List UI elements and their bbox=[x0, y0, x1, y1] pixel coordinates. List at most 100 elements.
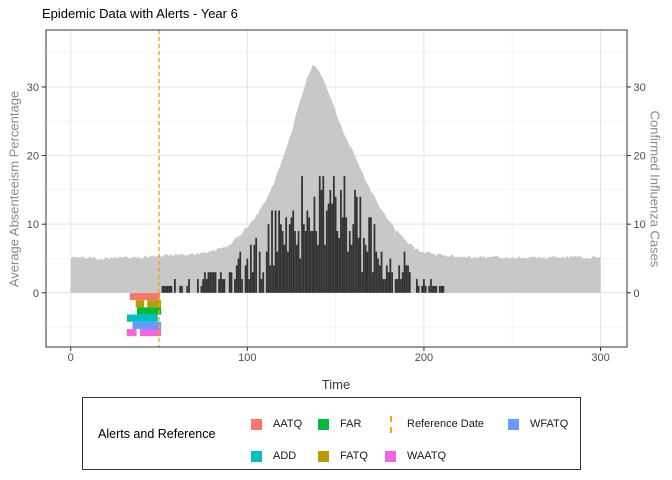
influenza-bar bbox=[428, 285, 431, 293]
legend-key-fatq bbox=[318, 450, 329, 462]
influenza-bar bbox=[350, 244, 353, 293]
legend-key-wfatq bbox=[508, 418, 519, 430]
influenza-bar bbox=[377, 258, 379, 293]
influenza-bar bbox=[324, 244, 326, 293]
influenza-bar bbox=[237, 258, 240, 293]
influenza-bar bbox=[170, 285, 173, 293]
influenza-bar bbox=[424, 285, 427, 293]
influenza-bar bbox=[362, 237, 365, 293]
alert-run-fatq bbox=[147, 300, 162, 308]
influenza-bar bbox=[269, 265, 272, 293]
alert-run-far bbox=[136, 307, 162, 315]
influenza-bar bbox=[359, 196, 362, 293]
influenza-bar bbox=[391, 272, 394, 293]
influenza-bar bbox=[380, 251, 383, 293]
influenza-bar bbox=[166, 285, 169, 293]
influenza-bar bbox=[325, 210, 328, 293]
alert-run-waatq bbox=[126, 328, 137, 337]
influenza-bar bbox=[223, 279, 226, 293]
influenza-bar bbox=[271, 210, 273, 293]
legend-item-wfatq: WFATQ bbox=[508, 415, 568, 433]
influenza-bar bbox=[431, 285, 434, 293]
influenza-bar bbox=[234, 279, 236, 293]
influenza-bar bbox=[235, 265, 238, 293]
influenza-bar bbox=[279, 224, 282, 293]
influenza-bar bbox=[239, 251, 242, 293]
influenza-bar bbox=[212, 272, 215, 293]
influenza-bar bbox=[400, 279, 402, 293]
influenza-bar bbox=[228, 272, 231, 293]
influenza-bar bbox=[389, 258, 392, 293]
alert-run-add bbox=[126, 314, 158, 322]
influenza-bar bbox=[440, 285, 443, 293]
influenza-bar bbox=[230, 272, 233, 293]
influenza-bar bbox=[322, 176, 325, 293]
legend-label-wfatq: WFATQ bbox=[530, 418, 569, 430]
influenza-bar bbox=[276, 251, 279, 293]
influenza-bar bbox=[329, 189, 332, 293]
influenza-bar bbox=[331, 203, 333, 293]
influenza-bar bbox=[396, 279, 399, 293]
influenza-bar bbox=[246, 258, 249, 293]
influenza-bar bbox=[373, 224, 376, 293]
influenza-bar bbox=[219, 272, 222, 293]
influenza-bar bbox=[378, 265, 381, 293]
influenza-bar bbox=[204, 272, 206, 293]
influenza-bar bbox=[338, 237, 341, 293]
y-axis-title-right: Confirmed Influenza Cases bbox=[647, 110, 663, 268]
influenza-bar bbox=[165, 285, 167, 293]
influenza-bar bbox=[334, 196, 337, 293]
influenza-bar bbox=[295, 244, 298, 293]
influenza-bar bbox=[375, 251, 378, 293]
x-tick-label: 200 bbox=[415, 352, 433, 364]
influenza-bar bbox=[310, 231, 312, 293]
influenza-bar bbox=[318, 176, 321, 293]
influenza-bar bbox=[355, 196, 358, 293]
influenza-bar bbox=[348, 231, 351, 293]
influenza-bar bbox=[272, 265, 275, 293]
legend-item-fatq: FATQ bbox=[318, 447, 368, 465]
influenza-bar bbox=[357, 237, 360, 293]
reference-date-dashed-line-icon bbox=[390, 415, 392, 433]
x-axis-title: Time bbox=[321, 377, 351, 392]
influenza-bar bbox=[186, 285, 189, 293]
influenza-bar bbox=[168, 285, 171, 293]
legend-title: Alerts and Reference bbox=[98, 426, 216, 441]
legend-key-far bbox=[318, 418, 329, 430]
y-axis-title-left: Average Absenteeism Percentage bbox=[6, 90, 22, 288]
influenza-bar bbox=[306, 210, 309, 293]
influenza-bar bbox=[202, 279, 205, 293]
influenza-bar bbox=[398, 265, 401, 293]
influenza-bar bbox=[209, 272, 212, 293]
influenza-bar bbox=[430, 279, 432, 293]
influenza-bar bbox=[407, 265, 409, 293]
influenza-bar bbox=[368, 217, 371, 293]
influenza-bar bbox=[327, 203, 330, 293]
influenza-bar bbox=[311, 231, 314, 293]
panel-border bbox=[45, 29, 628, 348]
influenza-bar bbox=[304, 231, 307, 293]
influenza-bar bbox=[290, 217, 293, 293]
legend-item-add: ADD bbox=[251, 447, 296, 465]
influenza-bar bbox=[251, 272, 254, 293]
y-left-tick-label: 30 bbox=[27, 82, 39, 94]
legend-item-reference-date: Reference Date bbox=[385, 415, 484, 433]
influenza-bar bbox=[442, 285, 445, 293]
influenza-bar bbox=[433, 285, 436, 293]
alert-run-wfatq bbox=[132, 321, 162, 329]
legend-item-far: FAR bbox=[318, 415, 361, 433]
influenza-bar bbox=[163, 285, 166, 293]
influenza-bar bbox=[285, 217, 288, 293]
influenza-bar bbox=[361, 272, 363, 293]
influenza-bar bbox=[253, 244, 256, 293]
influenza-bar bbox=[340, 189, 342, 293]
influenza-bar bbox=[258, 251, 261, 293]
influenza-bar bbox=[188, 279, 190, 293]
influenza-bar bbox=[382, 279, 385, 293]
influenza-bar bbox=[313, 196, 316, 293]
influenza-bar bbox=[248, 279, 250, 293]
influenza-bar bbox=[301, 176, 303, 293]
alert-run-waatq bbox=[139, 328, 162, 337]
